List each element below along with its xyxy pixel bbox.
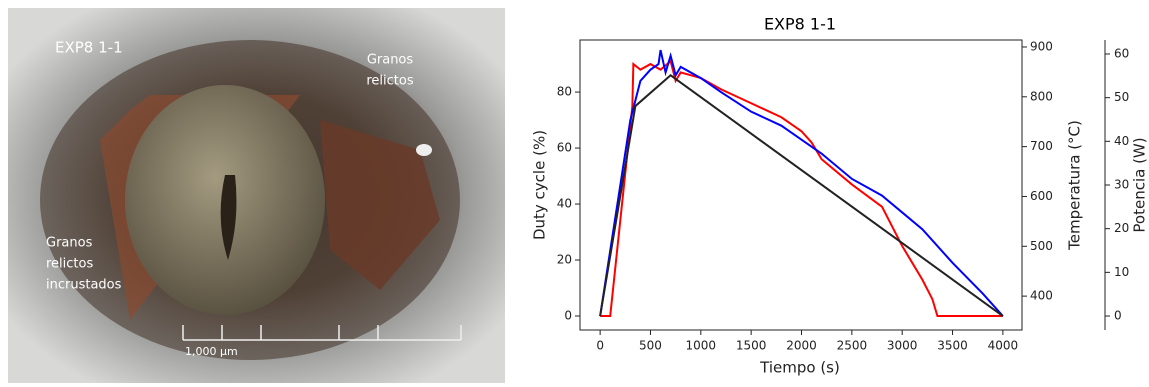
series-line	[600, 59, 1003, 318]
relict-grain	[320, 120, 440, 290]
x-tick-label: 500	[639, 339, 662, 353]
y-tick-label: 80	[557, 85, 572, 99]
y3-tick-label: 30	[1114, 178, 1129, 192]
scale-bar-label: 1,000 μm	[185, 345, 238, 358]
plot-frame	[579, 39, 1023, 331]
x-tick-label: 1500	[736, 339, 767, 353]
photo: 1,000 μm EXP8 1-1 Granos relictos Granos re…	[8, 8, 505, 383]
y-tick-label: 60	[557, 141, 572, 155]
y-tick-label: 0	[564, 309, 572, 323]
y3-tick-label: 10	[1114, 265, 1129, 279]
y2-tick-label: 700	[1030, 139, 1053, 153]
x-tick-label: 2000	[786, 339, 817, 353]
x-tick-label: 4000	[988, 339, 1019, 353]
x-tick-label: 3000	[887, 339, 918, 353]
annotation-line: Granos	[367, 53, 414, 68]
y-axis-label: Duty cycle (%)	[531, 130, 549, 240]
annotation-line: incrustados	[46, 278, 122, 293]
x-tick-label: 3500	[937, 339, 968, 353]
crack	[220, 175, 237, 260]
x-tick-label: 0	[596, 339, 604, 353]
scale-bar	[182, 325, 462, 341]
x-tick-label: 2500	[837, 339, 868, 353]
y3-tick-label: 40	[1114, 134, 1129, 148]
y2-tick-label: 800	[1030, 89, 1053, 103]
highlight	[416, 144, 432, 156]
y2-tick-label: 600	[1030, 189, 1053, 203]
y3-tick-label: 20	[1114, 221, 1129, 235]
chart-title: EXP8 1-1	[764, 15, 836, 34]
annotation-line: relictos	[366, 74, 413, 89]
y2-tick-label: 400	[1030, 289, 1053, 303]
y3-tick-label: 50	[1114, 90, 1129, 104]
series-line	[599, 73, 1004, 317]
photo-label: EXP8 1-1	[55, 39, 123, 57]
y2-tick-label: 500	[1030, 239, 1053, 253]
x-tick-label: 1000	[686, 339, 717, 353]
x-axis-label: Tiempo (s)	[759, 359, 840, 377]
series-line	[599, 49, 1004, 317]
annotation-line: relictos	[46, 257, 93, 272]
annotation-line: Granos	[46, 236, 93, 251]
y-tick-label: 40	[557, 197, 572, 211]
y2-axis-label: Temperatura (°C)	[1066, 120, 1084, 251]
y-tick-label: 20	[557, 253, 572, 267]
y3-tick-label: 60	[1114, 46, 1129, 60]
y2-tick-label: 900	[1030, 39, 1053, 53]
y3-axis-label: Potencia (W)	[1131, 137, 1149, 232]
y3-tick-label: 0	[1114, 309, 1122, 323]
